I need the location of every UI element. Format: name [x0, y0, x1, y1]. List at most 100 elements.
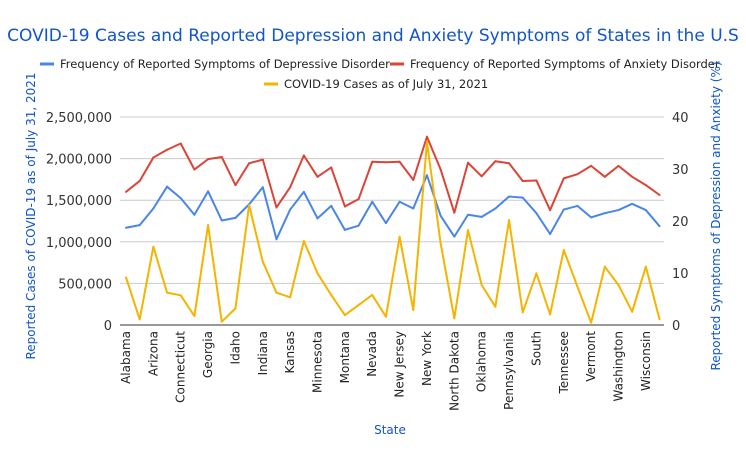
data-point	[521, 179, 524, 182]
data-point	[152, 245, 155, 248]
data-point	[603, 265, 606, 268]
data-point	[152, 207, 155, 210]
data-point	[467, 161, 469, 164]
data-point	[549, 233, 552, 235]
data-point	[316, 217, 319, 220]
right-tick-label: 0	[672, 319, 680, 334]
gridlines	[120, 116, 664, 326]
data-point	[384, 315, 387, 318]
data-point	[330, 204, 333, 207]
data-point	[467, 229, 469, 232]
data-point	[631, 175, 634, 178]
data-point	[234, 307, 237, 310]
x-tick-label: Alabama	[119, 331, 133, 384]
data-point	[125, 190, 127, 193]
data-point	[234, 216, 237, 219]
data-point	[125, 276, 127, 279]
tick-labels: 0 500,000 1,000,000 1,500,000 2,000,000 2,500…	[46, 111, 689, 411]
legend-label: Frequency of Reported Symptoms of Depres…	[60, 57, 390, 71]
x-tick-label: Tennessee	[557, 331, 571, 395]
data-point	[535, 272, 538, 275]
x-tick-label: New York	[420, 331, 434, 386]
x-tick-label: Kansas	[283, 331, 297, 373]
data-point	[179, 197, 182, 200]
x-tick-label: Connecticut	[174, 331, 188, 403]
data-point	[549, 209, 552, 212]
series-lines	[125, 135, 661, 324]
data-point	[275, 206, 278, 209]
left-tick-label: 0	[104, 319, 112, 334]
data-point	[453, 235, 456, 238]
legend-label: COVID-19 Cases as of July 31, 2021	[284, 77, 488, 91]
data-point	[521, 196, 524, 199]
data-point	[357, 304, 360, 307]
data-point	[207, 190, 210, 193]
x-tick-label: Indiana	[256, 331, 270, 375]
data-point	[261, 260, 264, 263]
data-point	[357, 224, 360, 227]
data-point	[398, 200, 401, 203]
right-tick-label: 30	[672, 163, 689, 178]
data-point	[179, 294, 182, 297]
x-tick-label: Minnesota	[311, 331, 325, 393]
x-tick-label: Washington	[611, 331, 625, 402]
data-point	[425, 174, 428, 177]
data-point	[302, 239, 305, 242]
data-point	[166, 291, 169, 294]
data-point	[562, 249, 565, 252]
data-point	[289, 186, 292, 189]
x-tick-label: Pennsylvania	[502, 331, 516, 410]
data-point	[617, 209, 620, 212]
data-point	[412, 309, 415, 312]
data-point	[193, 315, 196, 318]
data-point	[453, 317, 456, 320]
x-axis-title: State	[374, 423, 406, 437]
data-point	[289, 296, 292, 299]
data-point	[480, 175, 483, 178]
data-point	[412, 178, 415, 181]
x-tick-label: South	[529, 331, 543, 366]
right-tick-label: 40	[672, 111, 689, 126]
data-point	[644, 265, 647, 268]
data-point	[425, 135, 428, 138]
data-point	[289, 208, 292, 211]
data-point	[207, 158, 210, 161]
data-point	[384, 161, 387, 164]
data-point	[248, 162, 251, 165]
data-point	[371, 200, 374, 203]
data-point	[617, 283, 620, 286]
data-point	[603, 175, 606, 178]
data-point	[193, 168, 196, 171]
data-point	[316, 272, 319, 275]
left-tick-label: 2,500,000	[46, 111, 112, 126]
left-axis-title: Reported Cases of COVID-19 as of July 31…	[24, 72, 38, 359]
data-point	[207, 224, 210, 227]
data-point	[508, 162, 511, 165]
data-point	[480, 283, 483, 286]
data-point	[138, 224, 141, 227]
data-point	[302, 190, 305, 193]
data-point	[658, 194, 661, 196]
data-point	[343, 228, 346, 231]
data-point	[371, 293, 374, 296]
data-point	[398, 160, 401, 163]
x-tick-label: North Dakota	[447, 331, 461, 411]
data-point	[166, 148, 169, 151]
data-point	[658, 318, 661, 321]
data-point	[330, 293, 333, 296]
data-point	[166, 185, 169, 188]
data-point	[152, 156, 155, 159]
data-point	[631, 202, 634, 205]
data-point	[617, 164, 620, 167]
data-point	[412, 207, 415, 210]
series-line-1	[125, 135, 661, 214]
data-point	[138, 179, 141, 182]
data-point	[549, 313, 552, 316]
left-tick-label: 500,000	[58, 277, 112, 292]
data-point	[398, 235, 401, 238]
left-tick-label: 1,000,000	[46, 236, 112, 251]
data-point	[220, 320, 223, 323]
data-point	[521, 311, 524, 314]
x-tick-label: Vermont	[584, 331, 598, 382]
